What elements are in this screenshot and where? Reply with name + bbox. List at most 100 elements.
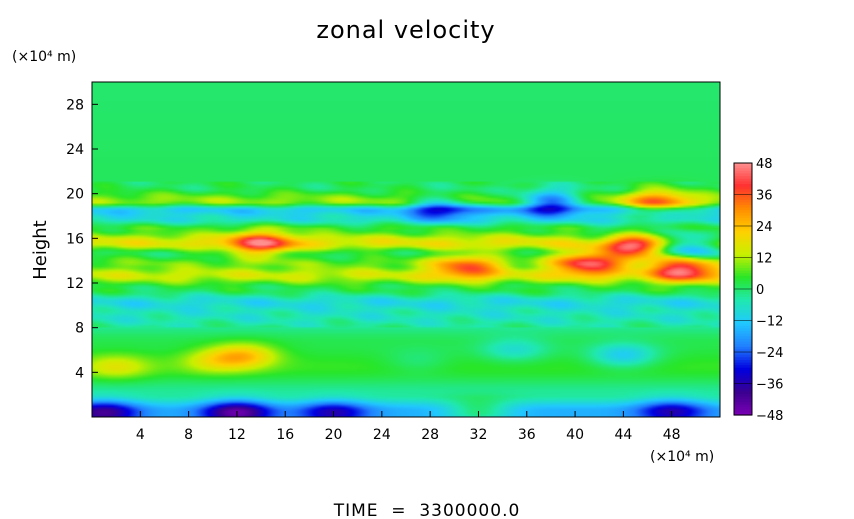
- colorbar-segment: [734, 323, 752, 327]
- colorbar-segment: [734, 239, 752, 243]
- x-tick-label: 24: [373, 427, 391, 443]
- colorbar-segment: [734, 207, 752, 211]
- colorbar-tick-label: −24: [756, 346, 783, 361]
- colorbar-segment: [734, 260, 752, 264]
- colorbar-segment: [734, 241, 752, 245]
- colorbar-segment: [734, 336, 752, 340]
- colorbar-tick-label: 48: [756, 157, 773, 172]
- colorbar-segment: [734, 273, 752, 277]
- colorbar-segment: [734, 320, 752, 324]
- colorbar-segment: [734, 191, 752, 196]
- colorbar-segment: [734, 186, 752, 190]
- colorbar-segment: [734, 409, 752, 413]
- chart-title: zonal velocity: [316, 16, 495, 44]
- plot-frame: [91, 81, 721, 418]
- colorbar-segment: [734, 317, 752, 322]
- colorbar-segment: [734, 275, 752, 280]
- colorbar-segment: [734, 215, 752, 219]
- colorbar-segment: [734, 289, 752, 293]
- x-tick-label: 4: [136, 427, 145, 443]
- colorbar-segment: [734, 278, 752, 282]
- colorbar-segment: [734, 401, 752, 406]
- y-axis-label: Height: [30, 220, 51, 280]
- colorbar-segment: [734, 346, 752, 350]
- y-unit-label: (×10⁴ m): [12, 49, 76, 65]
- colorbar-segment: [734, 194, 752, 198]
- colorbar-segment: [734, 304, 752, 308]
- colorbar-segment: [734, 283, 752, 287]
- colorbar-segment: [734, 262, 752, 266]
- x-axis-ticks: 4 8 12 16 20 24 28 32 36 40 44 48: [136, 411, 681, 443]
- colorbar-tick-label: −36: [756, 378, 783, 393]
- colorbar-segment: [734, 362, 752, 366]
- colorbar-segment: [734, 315, 752, 319]
- colorbar-segment: [734, 210, 752, 214]
- colorbar-segment: [734, 163, 752, 167]
- colorbar-segment: [734, 218, 752, 222]
- colorbar-segment: [734, 291, 752, 295]
- y-axis-ticks: 4 8 12 16 20 24 28: [66, 97, 98, 381]
- colorbar-tick-label: 36: [756, 189, 773, 204]
- colorbar-segment: [734, 380, 752, 385]
- y-tick-label: 12: [66, 276, 84, 292]
- colorbar-segment: [734, 394, 752, 398]
- colorbar-segment: [734, 244, 752, 248]
- colorbar-segment: [734, 286, 752, 290]
- colorbar-segment: [734, 338, 752, 343]
- colorbar-segment: [734, 388, 752, 392]
- colorbar-segment: [734, 257, 752, 261]
- colorbar-segment: [734, 375, 752, 379]
- colorbar-segment: [734, 220, 752, 224]
- colorbar-tick-label: −48: [756, 409, 783, 424]
- colorbar-segment: [734, 383, 752, 387]
- y-tick-label: 16: [66, 231, 84, 247]
- x-tick-label: 16: [276, 427, 294, 443]
- colorbar-segment: [734, 404, 752, 408]
- colorbar-segment: [734, 173, 752, 177]
- colorbar-segment: [734, 294, 752, 298]
- colorbar-segment: [734, 349, 752, 353]
- colorbar-segment: [734, 399, 752, 403]
- colorbar-segment: [734, 310, 752, 314]
- colorbar-segment: [734, 205, 752, 209]
- colorbar: 48 36 24 12 0 −12 −24 −36 −48: [733, 157, 783, 424]
- colorbar-segment: [734, 226, 752, 230]
- colorbar-segment: [734, 199, 752, 203]
- colorbar-segment: [734, 197, 752, 201]
- colorbar-segment: [734, 228, 752, 232]
- colorbar-segment: [734, 354, 752, 358]
- x-tick-label: 20: [325, 427, 343, 443]
- x-unit-label: (×10⁴ m): [650, 449, 714, 465]
- colorbar-segment: [734, 299, 752, 303]
- colorbar-segment: [734, 391, 752, 395]
- colorbar-segment: [734, 357, 752, 361]
- x-tick-label: 32: [470, 427, 488, 443]
- colorbar-segment: [734, 268, 752, 272]
- y-tick-label: 20: [66, 187, 84, 203]
- colorbar-segment: [734, 265, 752, 269]
- x-tick-label: 8: [184, 427, 193, 443]
- colorbar-segment: [734, 344, 752, 348]
- colorbar-segment: [734, 202, 752, 206]
- x-tick-label: 48: [663, 427, 681, 443]
- y-tick-label: 28: [66, 97, 84, 113]
- colorbar-segment: [734, 367, 752, 371]
- colorbar-tick-label: 0: [756, 283, 764, 298]
- colorbar-segment: [734, 231, 752, 235]
- time-footer: TIME = 3300000.0: [333, 501, 521, 519]
- colorbar-segment: [734, 341, 752, 345]
- colorbar-segment: [734, 270, 752, 274]
- y-tick-label: 8: [75, 321, 84, 337]
- colorbar-segment: [734, 176, 752, 180]
- colorbar-tick-label: −12: [756, 315, 783, 330]
- colorbar-segment: [734, 302, 752, 306]
- colorbar-segment: [734, 407, 752, 411]
- colorbar-segment: [734, 370, 752, 374]
- colorbar-segment: [734, 312, 752, 316]
- colorbar-tick-label: 12: [756, 252, 773, 267]
- x-tick-label: 36: [518, 427, 536, 443]
- x-tick-label: 40: [566, 427, 584, 443]
- colorbar-segment: [734, 325, 752, 329]
- colorbar-segment: [734, 328, 752, 332]
- colorbar-segment: [734, 386, 752, 390]
